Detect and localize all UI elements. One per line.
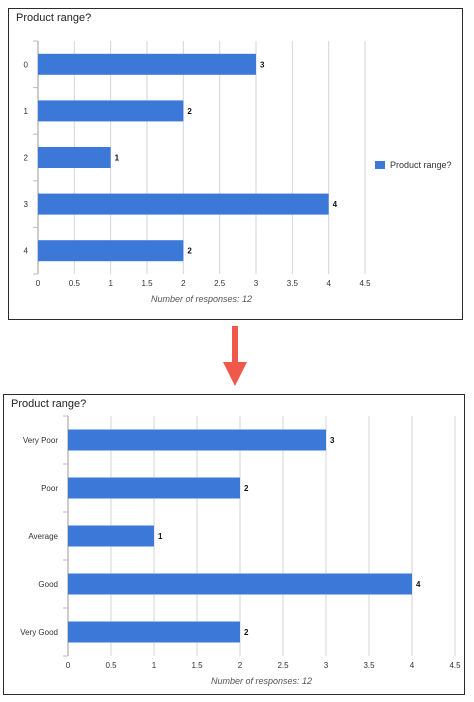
data-label: 4 xyxy=(333,200,338,209)
bar xyxy=(38,240,184,262)
bar xyxy=(68,573,412,595)
category-label: Good xyxy=(38,580,58,589)
data-label: 2 xyxy=(244,484,249,493)
category-label: Very Poor xyxy=(23,436,58,445)
x-tick-label: 1 xyxy=(108,279,113,288)
chart-panel-top: Product range? 0 0.5 1 1.5 2 2.5 3 3.5 4 4.5 0 3 1 2 2… xyxy=(8,8,463,320)
bar xyxy=(38,53,256,75)
x-tick-label: 4.5 xyxy=(449,661,461,670)
bar xyxy=(38,147,111,168)
legend-label: Product range? xyxy=(390,160,452,170)
chart-panel-bottom: Product range? 0 0.5 1 1.5 2 2.5 3 3.5 4 4.5 Very … xyxy=(3,394,465,695)
x-tick-label: 1.5 xyxy=(191,661,203,670)
x-axis-title: Number of responses: 12 xyxy=(151,294,252,304)
x-tick-label: 3 xyxy=(324,661,329,670)
data-label: 1 xyxy=(115,154,120,163)
x-tick-label: 0.5 xyxy=(105,661,117,670)
category-label: 1 xyxy=(24,107,29,116)
data-label: 1 xyxy=(158,532,163,541)
x-tick-label: 4 xyxy=(410,661,415,670)
x-tick-label: 4 xyxy=(326,279,331,288)
x-tick-label: 2 xyxy=(238,661,243,670)
category-label: 2 xyxy=(24,154,29,163)
category-label: 0 xyxy=(24,60,29,69)
data-label: 2 xyxy=(187,107,192,116)
bar-chart-top: 0 0.5 1 1.5 2 2.5 3 3.5 4 4.5 0 3 1 2 2 1 3 4 4 2 Number of … xyxy=(24,40,452,304)
data-label: 3 xyxy=(260,60,265,69)
category-label: 4 xyxy=(24,247,29,256)
bar xyxy=(38,193,329,215)
x-tick-label: 3.5 xyxy=(287,279,299,288)
x-tick-label: 0 xyxy=(36,279,41,288)
x-axis-title: Number of responses: 12 xyxy=(211,676,312,686)
data-label: 4 xyxy=(416,580,421,589)
bar xyxy=(68,429,326,451)
x-tick-label: 1.5 xyxy=(141,279,153,288)
category-label: Poor xyxy=(41,484,58,493)
chart-title: Product range? xyxy=(11,398,87,410)
x-tick-label: 0 xyxy=(66,661,71,670)
bar xyxy=(68,525,154,547)
chart-title: Product range? xyxy=(16,12,92,24)
category-label: 3 xyxy=(24,200,29,209)
legend-swatch xyxy=(375,161,385,169)
category-label: Very Good xyxy=(20,628,58,637)
category-label: Average xyxy=(28,532,58,541)
data-label: 2 xyxy=(187,247,192,256)
data-label: 3 xyxy=(330,436,335,445)
data-label: 2 xyxy=(244,628,249,637)
x-tick-label: 2.5 xyxy=(214,279,226,288)
bar xyxy=(68,477,240,499)
bar-chart-bottom: 0 0.5 1 1.5 2 2.5 3 3.5 4 4.5 Very Poor 3 Poor 2 Avera… xyxy=(20,415,461,686)
x-tick-label: 3.5 xyxy=(363,661,375,670)
down-arrow-icon xyxy=(223,326,247,386)
x-tick-label: 0.5 xyxy=(69,279,81,288)
x-tick-label: 4.5 xyxy=(359,279,371,288)
x-tick-label: 2.5 xyxy=(277,661,289,670)
x-tick-label: 1 xyxy=(152,661,157,670)
x-tick-label: 2 xyxy=(181,279,186,288)
bar xyxy=(68,621,240,643)
bar xyxy=(38,100,184,122)
x-tick-label: 3 xyxy=(254,279,259,288)
